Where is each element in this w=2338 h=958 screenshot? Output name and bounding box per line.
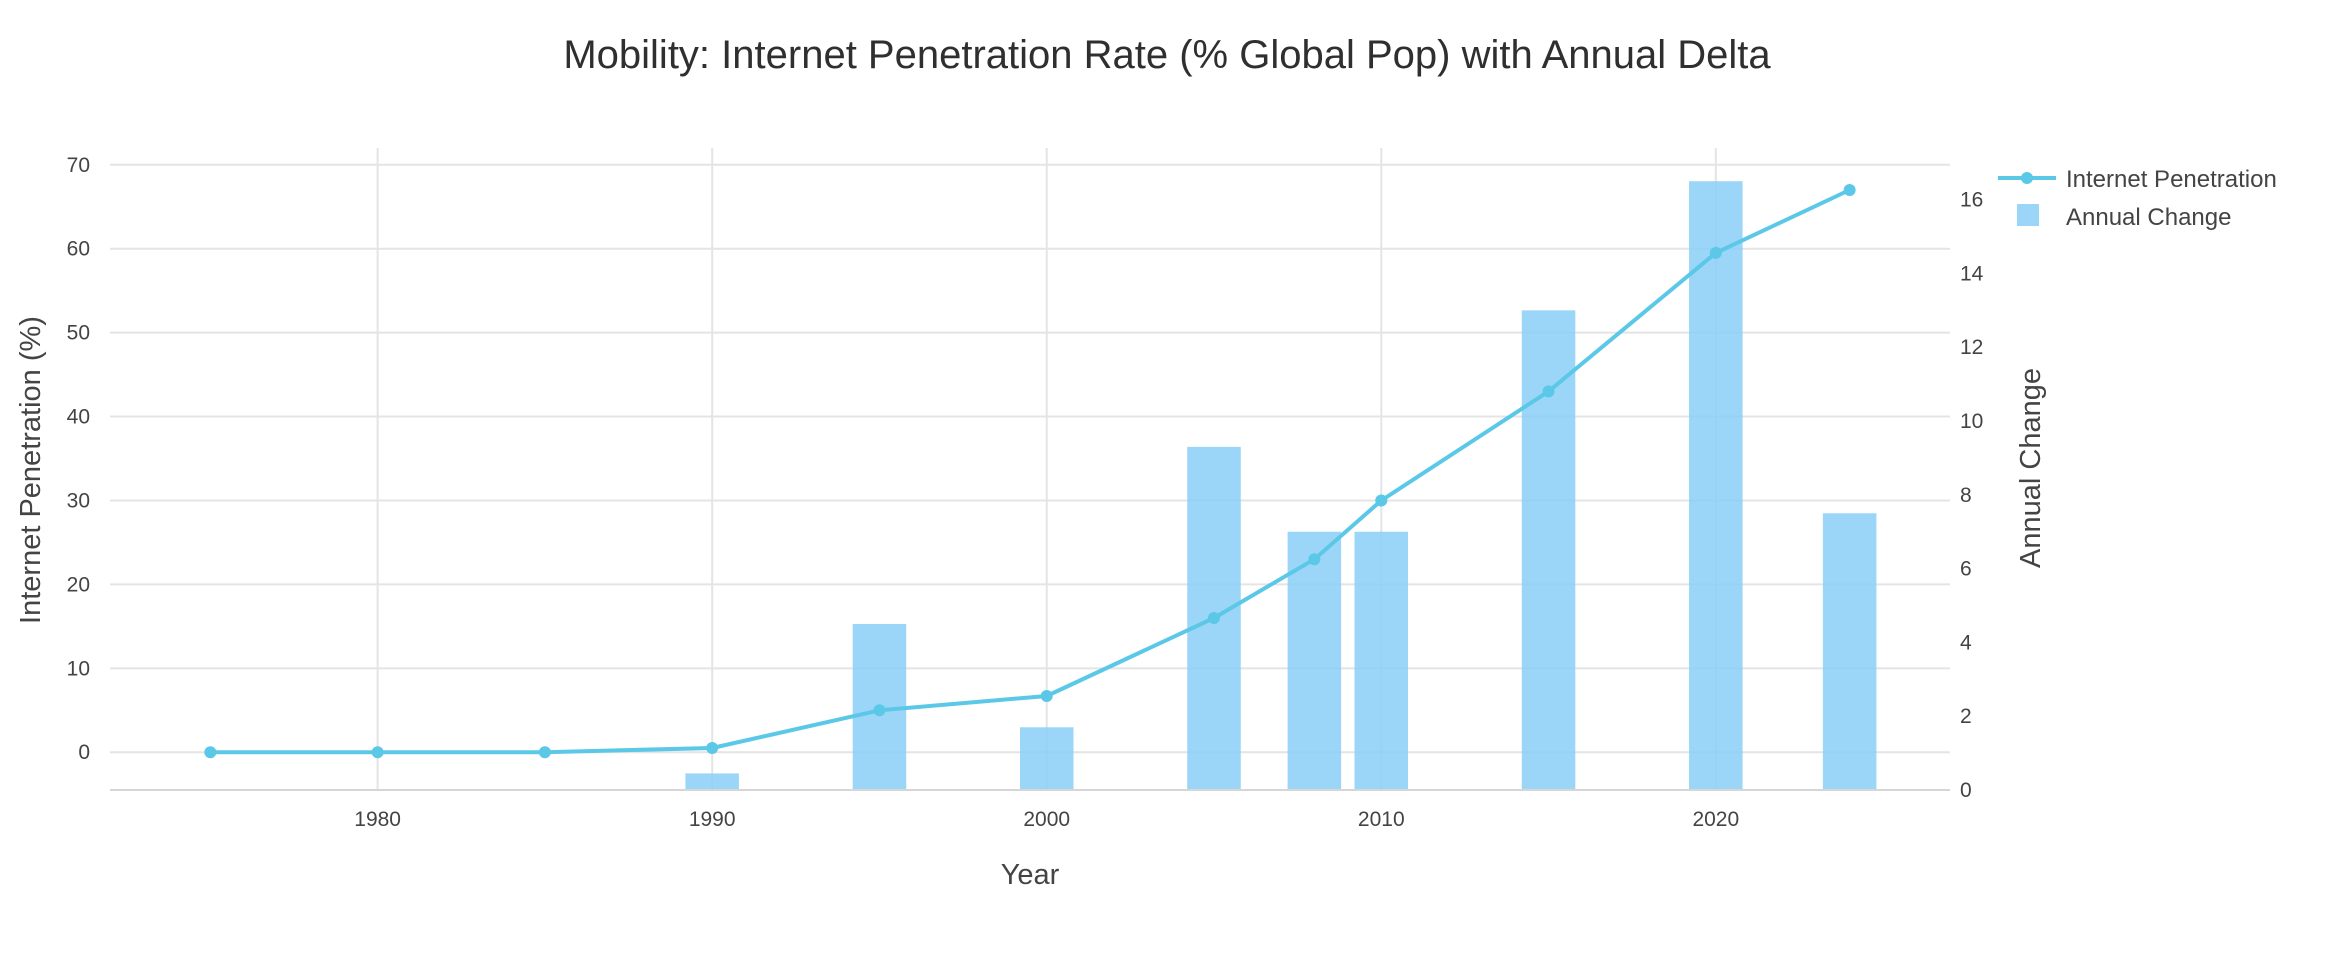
annual-change-bar	[685, 773, 739, 790]
y-left-tick-label: 70	[67, 154, 90, 177]
x-tick-label: 2010	[1358, 808, 1405, 831]
y-right-tick-label: 6	[1960, 558, 1972, 581]
bar-layer	[685, 181, 1877, 790]
internet-penetration-point	[1709, 246, 1722, 259]
y-left-tick-label: 40	[67, 406, 90, 429]
internet-penetration-point	[1542, 385, 1555, 398]
axis-layer: 0 10 20 30 40 50 60 70 1980 1990 2000 2010 2020 0 2 4 6 8…	[67, 154, 1984, 831]
legend-bar-swatch	[2017, 204, 2039, 226]
y-right-tick-label: 0	[1960, 779, 1972, 802]
x-tick-label: 1980	[354, 808, 401, 831]
x-axis-title: Year	[1001, 859, 1060, 891]
internet-penetration-point	[1843, 183, 1856, 196]
internet-penetration-line	[210, 188, 1851, 755]
y-left-tick-label: 0	[78, 741, 90, 764]
y-left-axis-title: Internet Penetration (%)	[15, 316, 47, 624]
legend-bar-label: Annual Change	[2066, 204, 2231, 231]
internet-penetration-point	[1208, 611, 1220, 624]
y-right-tick-label: 14	[1960, 262, 1984, 285]
annual-change-bar	[1354, 531, 1409, 790]
y-left-tick-label: 10	[67, 657, 90, 680]
y-right-tick-label: 12	[1960, 336, 1983, 359]
legend-item-bar[interactable]: Annual Change	[2017, 204, 2231, 231]
y-left-tick-label: 20	[67, 573, 90, 596]
annual-change-bar	[1019, 727, 1074, 790]
internet-penetration-point	[873, 704, 886, 717]
internet-penetration-point	[706, 742, 719, 755]
annual-change-bar	[1689, 181, 1743, 790]
y-left-tick-label: 30	[67, 489, 90, 512]
legend: Internet Penetration Annual Change	[1998, 166, 2277, 231]
y-right-tick-label: 2	[1960, 705, 1972, 728]
y-right-tick-label: 8	[1960, 484, 1972, 507]
grid-layer	[110, 148, 1950, 790]
y-right-tick-label: 4	[1960, 631, 1972, 654]
internet-penetration-point	[1308, 553, 1321, 566]
internet-penetration-point	[538, 746, 551, 759]
legend-item-line[interactable]: Internet Penetration	[1998, 166, 2277, 193]
annual-change-bar	[1521, 310, 1576, 790]
y-right-tick-label: 16	[1960, 189, 1983, 212]
internet-penetration-point	[1375, 494, 1388, 507]
annual-change-bar	[1822, 513, 1877, 790]
line-layer	[204, 183, 1856, 759]
x-tick-label: 2020	[1692, 808, 1739, 831]
annual-change-bar	[1287, 531, 1342, 790]
y-right-axis-title: Annual Change	[2015, 368, 2047, 568]
legend-line-label: Internet Penetration	[2066, 166, 2277, 193]
y-left-tick-label: 60	[67, 238, 90, 261]
legend-line-marker	[2021, 172, 2033, 184]
x-tick-label: 2000	[1023, 808, 1070, 831]
internet-penetration-point	[204, 746, 217, 759]
chart-title: Mobility: Internet Penetration Rate (% G…	[563, 33, 1771, 77]
y-left-tick-label: 50	[67, 322, 90, 345]
internet-penetration-point	[371, 746, 384, 759]
x-tick-label: 1990	[689, 808, 736, 831]
y-right-tick-label: 10	[1960, 410, 1983, 433]
internet-penetration-point	[1040, 690, 1053, 703]
